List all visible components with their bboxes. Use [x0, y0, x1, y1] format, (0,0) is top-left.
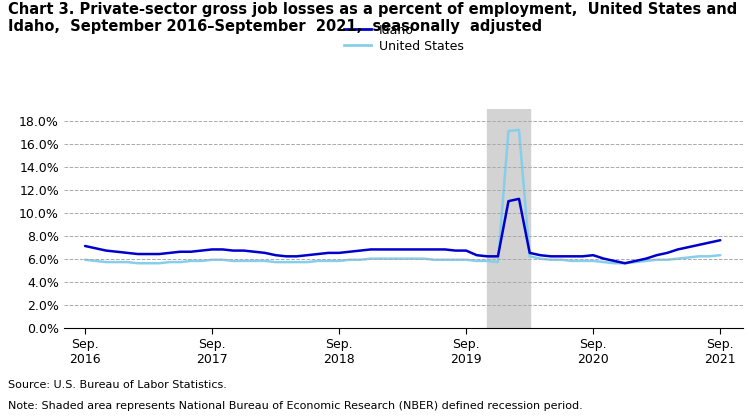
- Text: Source: U.S. Bureau of Labor Statistics.: Source: U.S. Bureau of Labor Statistics.: [8, 380, 226, 390]
- Legend: Idaho, United States: Idaho, United States: [344, 24, 463, 53]
- Bar: [487, 109, 529, 328]
- Text: Chart 3. Private-sector gross job losses as a percent of employment,  United Sta: Chart 3. Private-sector gross job losses…: [8, 2, 737, 17]
- Text: Idaho,  September 2016–September  2021,  seasonally  adjusted: Idaho, September 2016–September 2021, se…: [8, 19, 541, 34]
- Text: Note: Shaded area represents National Bureau of Economic Research (NBER) defined: Note: Shaded area represents National Bu…: [8, 401, 582, 411]
